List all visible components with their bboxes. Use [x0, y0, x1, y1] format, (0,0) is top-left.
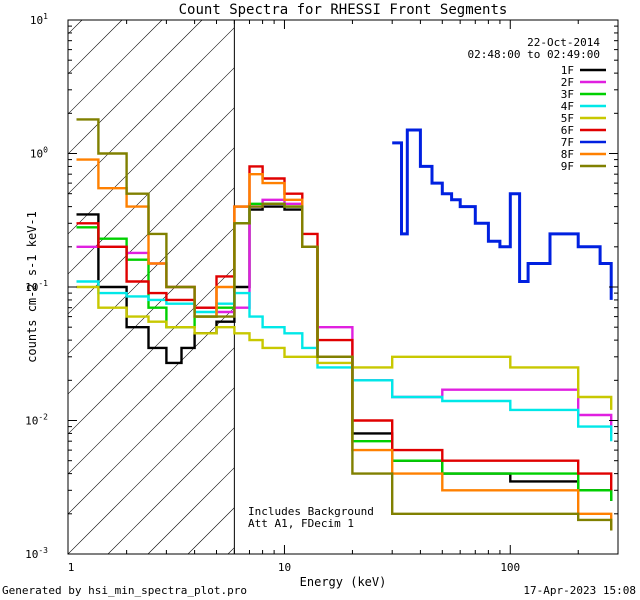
series-4F-line — [76, 280, 613, 442]
legend-label-5F: 5F — [561, 112, 574, 125]
hatch-line — [68, 187, 235, 355]
x-tick-label: 100 — [500, 561, 520, 574]
chart-title: Count Spectra for RHESSI Front Segments — [179, 2, 508, 18]
axis-ticks: 10-3 10-2 10-1 100 101 1 10 100 — [25, 12, 618, 574]
legend-label-6F: 6F — [561, 124, 574, 137]
legend-label-4F: 4F — [561, 100, 574, 113]
series-6F-line — [76, 165, 613, 491]
legend-label-7F: 7F — [561, 136, 574, 149]
x-tick-label: 1 — [68, 561, 75, 574]
x-tick-label: 10 — [278, 561, 291, 574]
legend-label-1F: 1F — [561, 64, 574, 77]
hatch-line — [107, 427, 235, 554]
hatch-line — [68, 307, 235, 475]
y-tick-label: 10-2 — [25, 413, 48, 428]
hatch-line — [68, 387, 235, 554]
series-5F-line — [76, 285, 613, 410]
y-axis-label: counts cm-2 s-1 keV-1 — [25, 211, 39, 363]
series-1F-line — [76, 205, 613, 501]
y-tick-label: 100 — [30, 146, 48, 161]
series-7F-line — [392, 128, 613, 300]
hatch-line — [68, 20, 163, 115]
y-tick-label: 10-1 — [25, 279, 48, 294]
annotation-attenuator: Att A1, FDecim 1 — [248, 517, 354, 530]
legend-label-8F: 8F — [561, 148, 574, 161]
hatch-line — [0, 20, 2, 554]
series-3F-line — [76, 202, 613, 501]
legend-label-3F: 3F — [561, 88, 574, 101]
series-8F-line — [76, 158, 613, 531]
hatch-line — [68, 267, 235, 435]
series-9F-line — [76, 118, 613, 531]
footer-generated-by: Generated by hsi_min_spectra_plot.pro — [2, 584, 248, 597]
hatch-line — [68, 347, 235, 515]
x-axis-label: Energy (keV) — [300, 575, 387, 589]
footer-timestamp: 17-Apr-2023 15:08 — [523, 584, 636, 597]
hatch-line — [68, 67, 235, 235]
y-tick-label: 101 — [30, 12, 48, 27]
observation-time-range: 02:48:00 to 02:49:00 — [468, 48, 600, 61]
legend-label-2F: 2F — [561, 76, 574, 89]
observation-date: 22-Oct-2014 — [527, 36, 600, 49]
hatch-line — [68, 27, 235, 195]
hatch-line — [68, 20, 203, 155]
series-layer — [76, 118, 613, 531]
hatch-line — [68, 107, 235, 275]
legend-label-9F: 9F — [561, 160, 574, 173]
y-tick-label: 10-3 — [25, 546, 48, 561]
annotation-background: Includes Background — [248, 505, 374, 518]
